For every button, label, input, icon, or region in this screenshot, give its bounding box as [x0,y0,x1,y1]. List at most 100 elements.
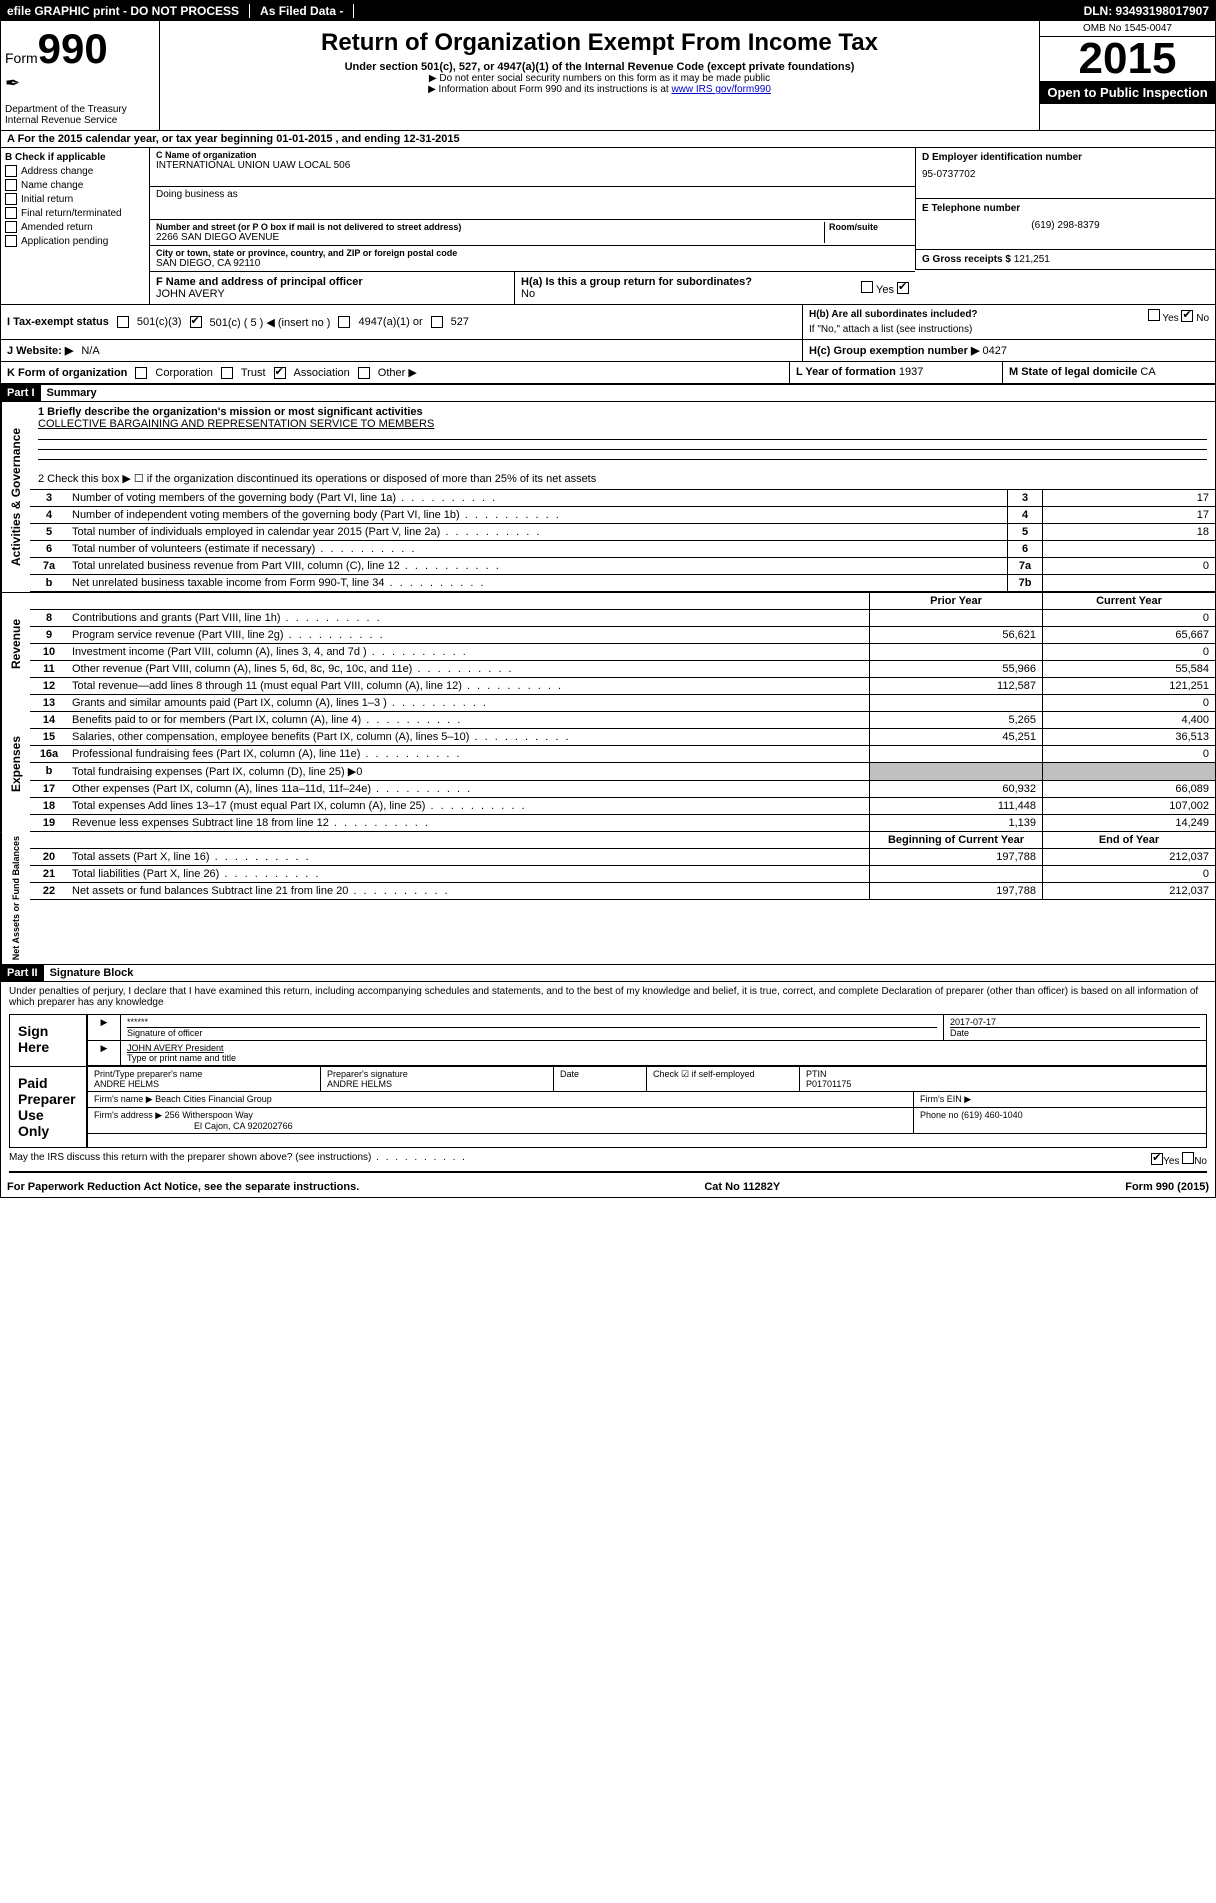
chk-501c[interactable] [190,316,202,328]
lbl-corp: Corporation [155,367,212,379]
summary-line: 10Investment income (Part VIII, column (… [30,644,1215,661]
chk-final-return[interactable] [5,207,17,219]
row-a: A For the 2015 calendar year, or tax yea… [1,131,1215,148]
chk-assoc[interactable] [274,367,286,379]
summary-line: 16aProfessional fundraising fees (Part I… [30,746,1215,763]
hb-yes-chk[interactable] [1148,309,1160,321]
sig-name-lbl: Type or print name and title [127,1053,1200,1063]
lbl-final-return: Final return/terminated [21,208,122,219]
open-inspection: Open to Public Inspection [1040,81,1215,104]
summary-line: 18Total expenses Add lines 13–17 (must e… [30,798,1215,815]
g-val: 121,251 [1014,254,1050,265]
chk-address-change[interactable] [5,165,17,177]
line1-lbl: 1 Briefly describe the organization's mi… [38,406,1207,418]
summary-line: 17Other expenses (Part IX, column (A), l… [30,781,1215,798]
footer-left: For Paperwork Reduction Act Notice, see … [7,1181,359,1193]
chk-corp[interactable] [135,367,147,379]
lbl-initial-return: Initial return [21,194,73,205]
summary-line: 4Number of independent voting members of… [30,507,1215,524]
title-cell: Return of Organization Exempt From Incom… [160,21,1040,130]
summary-line: 7aTotal unrelated business revenue from … [30,558,1215,575]
note-ssn: ▶ Do not enter social security numbers o… [164,73,1035,84]
b-label: B Check if applicable [5,152,145,163]
m-val: CA [1140,366,1155,378]
chk-initial-return[interactable] [5,193,17,205]
summary-line: bTotal fundraising expenses (Part IX, co… [30,763,1215,781]
chk-amended-return[interactable] [5,221,17,233]
discuss-no-lbl: No [1194,1156,1207,1167]
sig-date-lbl: Date [950,1027,1200,1038]
k-label: K Form of organization [7,367,127,379]
firm-name: Beach Cities Financial Group [155,1094,272,1104]
lbl-application-pending: Application pending [21,236,108,247]
summary-line: bNet unrelated business taxable income f… [30,575,1215,592]
hb-note: If "No," attach a list (see instructions… [809,324,1209,335]
na-begin-header: Beginning of Current Year [869,832,1042,848]
header-row: Form990 ✒ Department of the Treasury Int… [1,21,1215,131]
form-990-container: efile GRAPHIC print - DO NOT PROCESS As … [0,0,1216,1198]
chk-application-pending[interactable] [5,235,17,247]
f-lbl: F Name and address of principal officer [156,276,508,288]
asfiled-label: As Filed Data - [260,4,354,18]
prep-chk: Check ☑ if self-employed [647,1067,800,1091]
phone-lbl: Phone no [920,1110,959,1120]
b-right: D Employer identification number 95-0737… [915,148,1215,304]
sig-mask: ****** [127,1017,937,1027]
irs-link[interactable]: www IRS gov/form990 [671,84,770,95]
tax-year: 2015 [1040,37,1215,81]
lbl-name-change: Name change [21,180,83,191]
form-label: Form [5,50,38,66]
ptin-val: P01701175 [806,1079,1200,1089]
hb-no-chk[interactable] [1181,310,1193,322]
vlabel-governance: Activities & Governance [1,402,30,592]
addr-lbl: Number and street (or P O box if mail is… [156,222,820,232]
chk-4947[interactable] [338,316,350,328]
dln-label: DLN: 93493198017907 [1084,4,1209,18]
addr-val: 2266 SAN DIEGO AVENUE [156,232,820,243]
chk-name-change[interactable] [5,179,17,191]
arrow-icon: ▶ [88,1015,121,1040]
firm-addr1: 256 Witherspoon Way [165,1110,253,1120]
vlabel-revenue: Revenue [1,593,30,695]
hc-val: 0427 [982,345,1006,357]
lbl-address-change: Address change [21,166,93,177]
irs-label: Internal Revenue Service [5,115,155,126]
summary-line: 21Total liabilities (Part X, line 26)0 [30,866,1215,883]
sig-name: JOHN AVERY President [127,1043,1200,1053]
firm-addr-lbl: Firm's address ▶ [94,1110,162,1120]
summary-line: 13Grants and similar amounts paid (Part … [30,695,1215,712]
l-lbl: L Year of formation [796,366,896,378]
chk-501c3[interactable] [117,316,129,328]
j-val: N/A [81,345,99,357]
vlabel-expenses: Expenses [1,695,30,832]
chk-527[interactable] [431,316,443,328]
ha-no-text: No [521,288,752,300]
sig-lbl: Signature of officer [127,1027,937,1038]
ptin-lbl: PTIN [806,1069,1200,1079]
chk-trust[interactable] [221,367,233,379]
discuss-yes-chk[interactable] [1151,1153,1163,1165]
ha-yes-chk[interactable] [861,281,873,293]
m-lbl: M State of legal domicile [1009,366,1137,378]
firm-name-lbl: Firm's name ▶ [94,1094,153,1104]
chk-other[interactable] [358,367,370,379]
arrow-icon-2: ▶ [88,1041,121,1065]
e-val: (619) 298-8379 [922,220,1209,231]
part2-header-row: Part II Signature Block [1,965,1215,982]
summary-line: 19Revenue less expenses Subtract line 18… [30,815,1215,832]
ha-no-chk[interactable] [897,282,909,294]
d-val: 95-0737702 [922,169,1209,180]
discuss-no-chk[interactable] [1182,1152,1194,1164]
c-name-val: INTERNATIONAL UNION UAW LOCAL 506 [156,160,909,171]
city-lbl: City or town, state or province, country… [156,248,909,258]
g-lbl: G Gross receipts $ [922,254,1011,265]
lbl-501c3: 501(c)(3) [137,316,182,328]
lbl-4947: 4947(a)(1) or [358,316,422,328]
discuss-text: May the IRS discuss this return with the… [9,1152,467,1167]
note-info: ▶ Information about Form 990 and its ins… [164,84,1035,95]
summary-line: 5Total number of individuals employed in… [30,524,1215,541]
firm-ein-lbl: Firm's EIN ▶ [914,1092,1206,1107]
summary-line: 8Contributions and grants (Part VIII, li… [30,610,1215,627]
part1-title: Summary [41,385,103,401]
part2-label: Part II [1,965,44,981]
